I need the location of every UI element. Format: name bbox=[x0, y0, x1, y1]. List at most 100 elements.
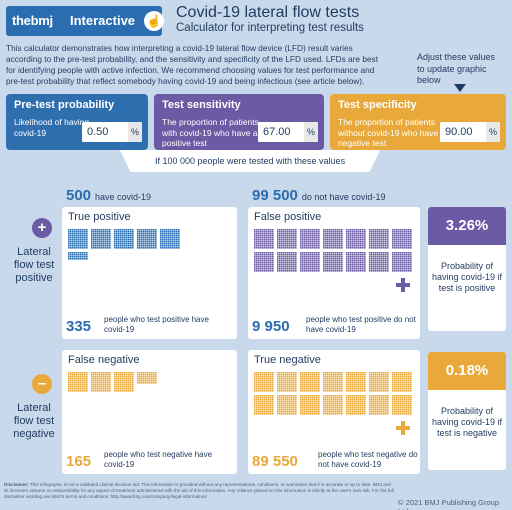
person-dot bbox=[295, 401, 297, 403]
person-dot bbox=[360, 268, 362, 270]
person-dot bbox=[295, 405, 297, 407]
person-dot bbox=[394, 378, 396, 380]
person-dot bbox=[408, 243, 410, 245]
person-dot bbox=[124, 390, 126, 392]
person-dot bbox=[172, 247, 174, 249]
person-dot bbox=[107, 384, 109, 386]
positive-result-text: Probability of having covid-19 if test i… bbox=[431, 261, 503, 293]
person-dot bbox=[293, 395, 295, 397]
person-dot bbox=[383, 386, 385, 388]
person-dot bbox=[82, 231, 84, 233]
person-dot bbox=[304, 376, 306, 378]
person-dot bbox=[151, 245, 153, 247]
person-dot bbox=[264, 231, 266, 233]
person-dot bbox=[281, 245, 283, 247]
person-dot bbox=[270, 256, 272, 258]
person-dot bbox=[168, 237, 170, 239]
person-dot bbox=[256, 409, 258, 411]
person-dot bbox=[371, 237, 373, 239]
person-dot bbox=[145, 241, 147, 243]
person-dot bbox=[375, 254, 377, 256]
person-dot bbox=[341, 405, 343, 407]
person-dot bbox=[400, 260, 402, 262]
person-dot bbox=[402, 237, 404, 239]
person-dot bbox=[354, 411, 356, 413]
person-dot bbox=[300, 399, 302, 401]
person-dot bbox=[283, 237, 285, 239]
person-dot bbox=[293, 413, 295, 415]
person-dot bbox=[318, 390, 320, 392]
person-dot bbox=[339, 399, 341, 401]
person-dot bbox=[266, 235, 268, 237]
person-dot bbox=[91, 374, 93, 376]
person-dot bbox=[270, 413, 272, 415]
pretest-probability-box: Pre-test probability Likelihood of havin… bbox=[6, 94, 148, 150]
person-dot bbox=[323, 382, 325, 384]
person-dot bbox=[335, 407, 337, 409]
person-dot bbox=[348, 235, 350, 237]
specificity-box: Test specificity The proportion of patie… bbox=[330, 94, 506, 150]
person-dot bbox=[260, 237, 262, 239]
person-dot bbox=[291, 229, 293, 231]
person-dot bbox=[346, 405, 348, 407]
specificity-input[interactable]: 90.00 bbox=[440, 122, 486, 142]
person-dot bbox=[97, 243, 99, 245]
person-dot bbox=[387, 247, 389, 249]
person-dot bbox=[293, 262, 295, 264]
person-dot bbox=[335, 380, 337, 382]
person-dot bbox=[312, 403, 314, 405]
person-dot bbox=[318, 268, 320, 270]
person-dot bbox=[143, 245, 145, 247]
person-dot bbox=[281, 405, 283, 407]
person-dot bbox=[277, 254, 279, 256]
person-dot bbox=[392, 233, 394, 235]
person-dot bbox=[341, 384, 343, 386]
person-dot bbox=[279, 229, 281, 231]
person-dot bbox=[410, 247, 412, 249]
person-dot bbox=[118, 374, 120, 376]
person-dot bbox=[277, 374, 279, 376]
person-dot bbox=[306, 386, 308, 388]
person-dot bbox=[331, 260, 333, 262]
pretest-input[interactable]: 0.50 bbox=[82, 122, 128, 142]
person-dot bbox=[369, 388, 371, 390]
person-dot bbox=[107, 237, 109, 239]
person-dot bbox=[323, 384, 325, 386]
person-dot bbox=[126, 245, 128, 247]
person-dot bbox=[327, 229, 329, 231]
person-dot bbox=[72, 235, 74, 237]
person-dot bbox=[76, 374, 78, 376]
person-dot bbox=[137, 229, 139, 231]
person-dot bbox=[72, 384, 74, 386]
person-dot bbox=[379, 397, 381, 399]
person-dot bbox=[408, 376, 410, 378]
person-dot bbox=[410, 413, 412, 415]
person-dot bbox=[93, 378, 95, 380]
person-dot bbox=[396, 256, 398, 258]
person-dot bbox=[118, 378, 120, 380]
person-dot bbox=[381, 268, 383, 270]
person-dot bbox=[306, 254, 308, 256]
person-dot bbox=[360, 229, 362, 231]
person-dot bbox=[254, 390, 256, 392]
person-dot bbox=[348, 237, 350, 239]
person-dot bbox=[268, 270, 270, 272]
person-dot bbox=[310, 401, 312, 403]
person-dot bbox=[337, 235, 339, 237]
person-dot bbox=[364, 382, 366, 384]
sensitivity-input[interactable]: 67.00 bbox=[258, 122, 304, 142]
false-positive-count: 9 950 bbox=[252, 318, 290, 335]
person-dot bbox=[84, 245, 86, 247]
person-dot bbox=[369, 247, 371, 249]
person-dot bbox=[394, 247, 396, 249]
person-dot bbox=[383, 411, 385, 413]
person-dot bbox=[116, 382, 118, 384]
person-dot bbox=[295, 247, 297, 249]
person-dot bbox=[396, 386, 398, 388]
person-dot bbox=[325, 243, 327, 245]
person-dot bbox=[260, 252, 262, 254]
person-dot bbox=[404, 399, 406, 401]
person-dot bbox=[350, 372, 352, 374]
person-dot bbox=[114, 390, 116, 392]
person-dot bbox=[318, 247, 320, 249]
